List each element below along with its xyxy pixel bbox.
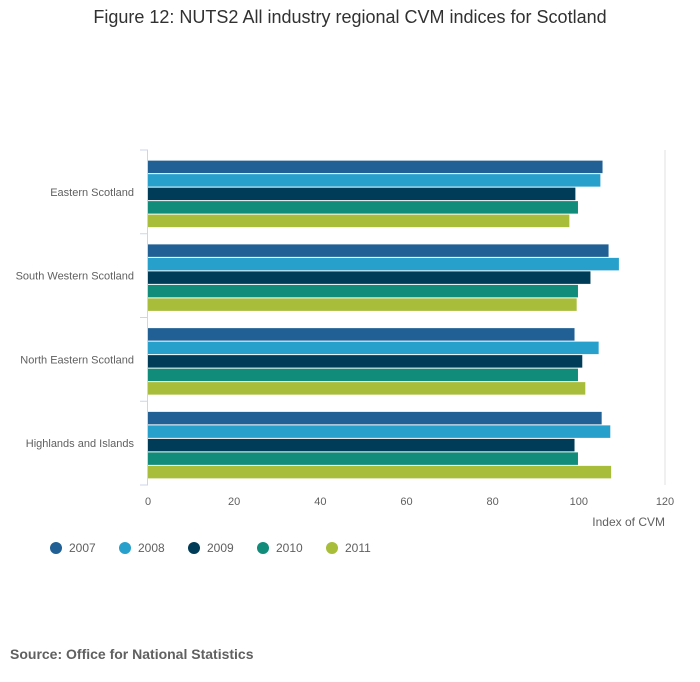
- bar-chart: Eastern Scotland South Western Scotland No…: [16, 149, 674, 529]
- bar-2010-1: [148, 201, 578, 214]
- bar-2008-1: [148, 174, 601, 187]
- legend-label: 2007: [69, 541, 96, 555]
- legend-label: 2008: [138, 541, 165, 555]
- bar-2008-2: [148, 257, 619, 271]
- x-axis-title: Index of CVM: [592, 515, 665, 529]
- x-tick-label: 120: [656, 496, 674, 508]
- category-label: North Eastern Scotland: [20, 354, 134, 366]
- legend-label: 2009: [207, 541, 234, 555]
- legend-item-2009[interactable]: 2009: [188, 541, 257, 555]
- category-label: Eastern Scotland: [50, 187, 134, 199]
- bar-2011-4: [148, 465, 612, 479]
- legend-marker: [50, 542, 62, 554]
- legend-marker: [326, 542, 338, 554]
- bar-2007-2: [148, 244, 609, 257]
- bar-2007-3: [148, 328, 575, 341]
- bar-2008-3: [148, 341, 599, 355]
- legend-label: 2011: [345, 541, 371, 555]
- chart-title: Figure 12: NUTS2 All industry regional C…: [93, 7, 607, 27]
- legend-marker: [257, 542, 269, 554]
- bar-2011-3: [148, 382, 586, 395]
- bar-2009-2: [148, 271, 591, 284]
- bar-2009-1: [148, 187, 576, 201]
- bar-2010-4: [148, 452, 578, 465]
- bar-2011-1: [148, 214, 570, 228]
- bar-2008-4: [148, 425, 611, 438]
- chart-legend: 2007 2008 2009 2010 2011: [50, 541, 395, 555]
- bar-2007-4: [148, 411, 602, 425]
- bar-2011-2: [148, 298, 577, 311]
- legend-item-2011[interactable]: 2011: [326, 541, 395, 555]
- bar-2009-3: [148, 355, 583, 368]
- legend-marker: [119, 542, 131, 554]
- bar-2010-3: [148, 368, 578, 382]
- legend-item-2010[interactable]: 2010: [257, 541, 326, 555]
- x-tick-label: 60: [400, 496, 412, 508]
- source-note: Source: Office for National Statistics: [10, 646, 254, 662]
- x-tick-label: 0: [145, 496, 151, 508]
- x-tick-label: 40: [314, 496, 326, 508]
- legend-label: 2010: [276, 541, 303, 555]
- bar-2009-4: [148, 438, 575, 452]
- legend-marker: [188, 542, 200, 554]
- category-label: Highlands and Islands: [26, 438, 135, 450]
- x-tick-label: 100: [570, 496, 588, 508]
- legend-item-2007[interactable]: 2007: [50, 541, 119, 555]
- x-tick-label: 80: [487, 496, 499, 508]
- bar-2007-1: [148, 160, 603, 174]
- legend-item-2008[interactable]: 2008: [119, 541, 188, 555]
- category-label: South Western Scotland: [16, 271, 134, 283]
- x-tick-label: 20: [228, 496, 240, 508]
- bar-2010-2: [148, 284, 578, 298]
